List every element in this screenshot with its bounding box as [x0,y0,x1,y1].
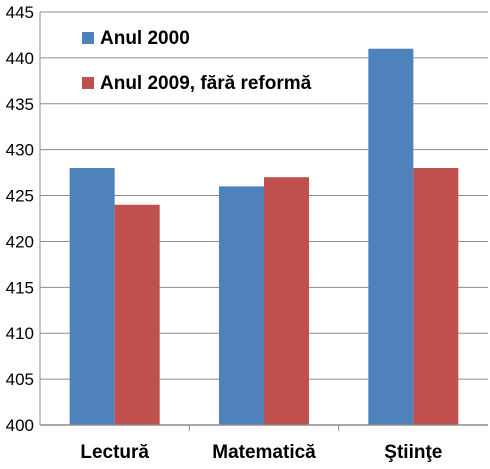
legend-swatch [82,77,94,89]
bar-series-1 [368,48,414,425]
legend-swatch [82,32,94,44]
y-tick-label: 435 [6,95,34,114]
y-tick-label: 405 [6,370,34,389]
bar-series-1 [219,186,264,425]
y-tick-label: 410 [6,324,34,343]
x-axis-category-labels: Lectură Matematică Ştiinţe [80,442,442,463]
axes [39,12,488,431]
x-category-label: Matematică [212,442,316,463]
legend-label: Anul 2009, fără reformă [100,73,312,94]
bar-series-2 [264,177,309,425]
bars [69,48,459,425]
y-tick-label: 420 [6,232,34,251]
x-category-label: Ştiinţe [384,442,442,463]
y-tick-label: 440 [6,49,34,68]
bar-series-1 [69,168,115,425]
y-tick-label: 430 [6,141,34,160]
bar-series-2 [413,168,459,425]
y-tick-label: 415 [6,278,34,297]
x-category-label: Lectură [80,442,149,463]
y-tick-label: 445 [6,3,34,22]
y-tick-label: 400 [6,416,34,435]
bar-series-2 [114,204,160,425]
y-axis-tick-labels: 400 405 410 415 420 425 430 435 440 445 [6,3,34,435]
y-tick-label: 425 [6,187,34,206]
legend-label: Anul 2000 [100,28,190,49]
legend: Anul 2000 Anul 2009, fără reformă [82,28,312,94]
